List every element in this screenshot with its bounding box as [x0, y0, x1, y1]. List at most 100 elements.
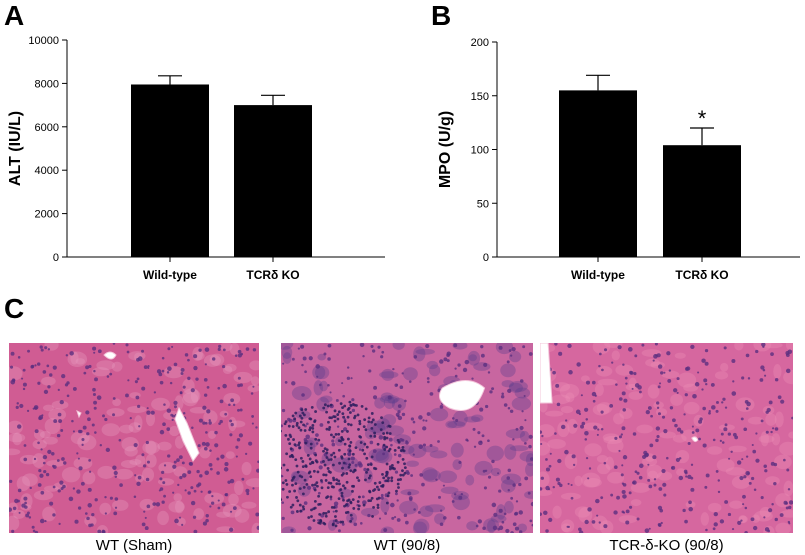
inflammatory-cell: [298, 446, 302, 450]
nucleus: [206, 386, 210, 389]
nucleus: [167, 347, 171, 351]
cell-patch: [647, 384, 660, 399]
cell-patch: [466, 521, 478, 531]
nucleus: [224, 412, 228, 416]
cell-patch: [734, 343, 744, 351]
cell-patch: [580, 375, 590, 382]
inflammatory-cell: [371, 418, 375, 422]
inflammatory-cell: [337, 448, 341, 452]
inflammatory-cell: [367, 420, 371, 424]
cell-patch: [594, 383, 604, 397]
nucleus: [491, 387, 495, 391]
nucleus: [303, 501, 308, 505]
nucleus: [367, 513, 371, 518]
nucleus: [187, 358, 190, 362]
nucleus: [384, 512, 388, 515]
nucleus: [196, 483, 200, 488]
micrograph-wt-90-8: [281, 343, 533, 533]
nucleus: [104, 512, 107, 515]
cell-patch: [619, 407, 633, 420]
bar: [663, 145, 741, 257]
inflammatory-cell: [295, 421, 299, 425]
nucleus: [519, 379, 524, 383]
inflammatory-cell: [343, 420, 347, 423]
nucleus: [137, 475, 142, 480]
cell-patch: [519, 451, 533, 462]
nucleus: [682, 508, 686, 513]
nucleus: [184, 353, 189, 357]
nucleus: [595, 498, 600, 504]
nucleus: [752, 449, 757, 454]
nucleus: [9, 479, 13, 484]
cell-patch: [216, 511, 231, 518]
nucleus: [584, 407, 589, 412]
nucleus: [787, 488, 791, 491]
nucleus: [760, 419, 764, 423]
nucleus: [39, 473, 44, 478]
nucleus: [443, 357, 448, 362]
cell-patch: [670, 393, 684, 406]
inflammatory-cell: [385, 479, 388, 483]
nucleus: [34, 364, 37, 367]
nucleus: [208, 419, 211, 422]
cell-patch: [163, 366, 184, 379]
nucleus: [614, 436, 618, 440]
tissue-background: [281, 343, 533, 533]
nucleus: [203, 393, 208, 397]
cell-patch: [46, 459, 65, 467]
cell-patch: [421, 467, 438, 481]
nucleus: [300, 344, 305, 349]
nucleus: [674, 423, 678, 428]
inflammatory-cell: [365, 445, 369, 449]
nucleus: [161, 369, 165, 373]
nucleus: [159, 487, 164, 491]
inflammatory-cell: [333, 415, 337, 419]
nucleus: [422, 419, 425, 422]
nucleus: [257, 460, 259, 464]
cell-patch: [320, 395, 333, 403]
nucleus: [787, 520, 791, 524]
cell-patch: [751, 514, 760, 523]
inflammatory-cell: [389, 465, 392, 469]
cell-patch: [142, 441, 160, 454]
nucleus: [712, 527, 716, 531]
nucleus: [351, 408, 356, 413]
inflammatory-cell: [289, 505, 293, 509]
cell-patch: [452, 410, 468, 427]
inflammatory-cell: [311, 424, 315, 427]
nucleus: [584, 519, 589, 525]
nucleus: [152, 502, 157, 506]
nucleus: [248, 441, 253, 446]
cell-patch: [48, 408, 67, 421]
nucleus: [174, 518, 179, 524]
nucleus: [672, 418, 676, 423]
nucleus: [16, 402, 19, 405]
inflammatory-cell: [334, 515, 337, 518]
nucleus: [143, 365, 148, 369]
nucleus: [687, 474, 692, 480]
nucleus: [193, 529, 198, 533]
nucleus: [567, 482, 570, 485]
inflammatory-cell: [373, 434, 377, 438]
y-tick-label: 0: [53, 252, 59, 264]
nucleus: [22, 382, 27, 387]
nucleus: [147, 366, 150, 369]
nucleus: [235, 455, 238, 458]
inflammatory-cell: [387, 476, 390, 480]
nucleus: [49, 501, 54, 506]
micrograph-caption: WT (Sham): [95, 537, 173, 554]
inflammatory-cell: [376, 503, 380, 507]
cell-patch: [355, 439, 366, 449]
nucleus: [47, 449, 52, 454]
inflammatory-cell: [365, 470, 368, 474]
cell-patch: [139, 498, 155, 511]
nucleus: [237, 408, 240, 412]
cell-patch: [402, 367, 418, 381]
inflammatory-cell: [390, 463, 394, 467]
cell-patch: [685, 501, 696, 509]
inflammatory-cell: [315, 481, 319, 485]
inflammatory-cell: [286, 468, 289, 472]
cell-patch: [112, 499, 129, 511]
inflammatory-cell: [309, 446, 313, 450]
